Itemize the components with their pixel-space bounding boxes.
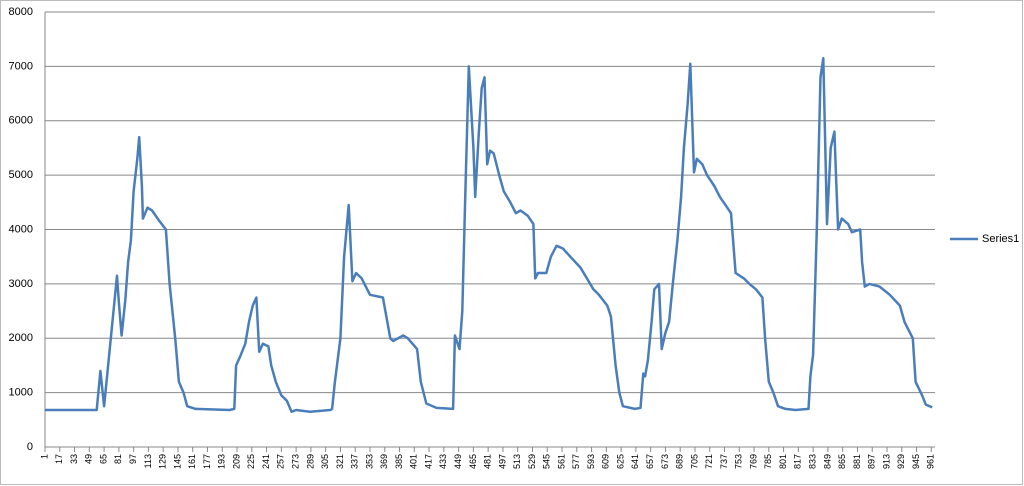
x-tick-label: 417 — [423, 454, 433, 469]
x-tick-label: 177 — [202, 454, 212, 469]
x-tick-label: 97 — [128, 454, 138, 464]
data-line — [45, 56, 933, 413]
x-tick-label: 49 — [84, 454, 94, 464]
x-tick-label: 929 — [896, 454, 906, 469]
y-tick-label: 6000 — [9, 115, 33, 127]
x-tick-label: 913 — [881, 454, 891, 469]
x-tick-label: 353 — [364, 454, 374, 469]
x-tick-label: 385 — [394, 454, 404, 469]
x-tick-label: 849 — [822, 454, 832, 469]
y-tick-label: 5000 — [9, 169, 33, 181]
y-tick-label: 1000 — [9, 387, 33, 399]
x-tick-label: 289 — [305, 454, 315, 469]
x-tick-label: 881 — [852, 454, 862, 469]
x-tick-label: 337 — [350, 454, 360, 469]
x-tick-label: 145 — [172, 454, 182, 469]
x-tick-label: 209 — [231, 454, 241, 469]
x-tick-label: 801 — [778, 454, 788, 469]
x-tick-label: 577 — [571, 454, 581, 469]
x-tick-label: 833 — [808, 454, 818, 469]
x-tick-label: 657 — [645, 454, 655, 469]
y-tick-label: 0 — [27, 441, 33, 453]
x-tick-label: 625 — [615, 454, 625, 469]
x-tick-label: 225 — [246, 454, 256, 469]
x-tick-label: 785 — [763, 454, 773, 469]
x-tick-label: 689 — [675, 454, 685, 469]
x-tick-label: 593 — [586, 454, 596, 469]
x-tick-label: 193 — [217, 454, 227, 469]
x-tick-label: 465 — [468, 454, 478, 469]
x-tick-label: 369 — [379, 454, 389, 469]
x-tick-label: 1 — [39, 454, 49, 459]
x-tick-label: 817 — [793, 454, 803, 469]
x-tick-label: 705 — [689, 454, 699, 469]
x-tick-label: 513 — [512, 454, 522, 469]
x-tick-label: 561 — [556, 454, 566, 469]
x-tick-label: 305 — [320, 454, 330, 469]
x-tick-label: 769 — [748, 454, 758, 469]
x-tick-label: 257 — [276, 454, 286, 469]
x-tick-label: 129 — [158, 454, 168, 469]
x-tick-label: 273 — [290, 454, 300, 469]
x-tick-label: 641 — [630, 454, 640, 469]
x-tick-label: 449 — [453, 454, 463, 469]
x-tick-label: 737 — [719, 454, 729, 469]
x-tick-label: 17 — [54, 454, 64, 464]
x-tick-label: 433 — [438, 454, 448, 469]
legend-label: Series1 — [982, 233, 1019, 245]
x-tick-label: 497 — [497, 454, 507, 469]
x-tick-label: 81 — [113, 454, 123, 464]
x-tick-label: 321 — [335, 454, 345, 469]
x-tick-label: 609 — [601, 454, 611, 469]
x-tick-label: 401 — [409, 454, 419, 469]
x-tick-label: 945 — [911, 454, 921, 469]
x-tick-label: 897 — [867, 454, 877, 469]
x-tick-label: 65 — [98, 454, 108, 464]
x-tick-label: 529 — [527, 454, 537, 469]
y-tick-label: 2000 — [9, 332, 33, 344]
x-tick-label: 33 — [69, 454, 79, 464]
y-tick-label: 4000 — [9, 223, 33, 235]
x-tick-label: 961 — [926, 454, 936, 469]
y-tick-label: 7000 — [9, 60, 33, 72]
y-tick-label: 3000 — [9, 278, 33, 290]
x-tick-label: 721 — [704, 454, 714, 469]
x-tick-label: 481 — [483, 454, 493, 469]
x-tick-label: 753 — [734, 454, 744, 469]
x-tick-label: 241 — [261, 454, 271, 469]
y-tick-label: 8000 — [9, 6, 33, 18]
x-tick-label: 113 — [143, 454, 153, 468]
x-tick-label: 161 — [187, 454, 197, 469]
x-tick-label: 673 — [660, 454, 670, 469]
x-tick-label: 545 — [542, 454, 552, 469]
x-tick-label: 865 — [837, 454, 847, 469]
